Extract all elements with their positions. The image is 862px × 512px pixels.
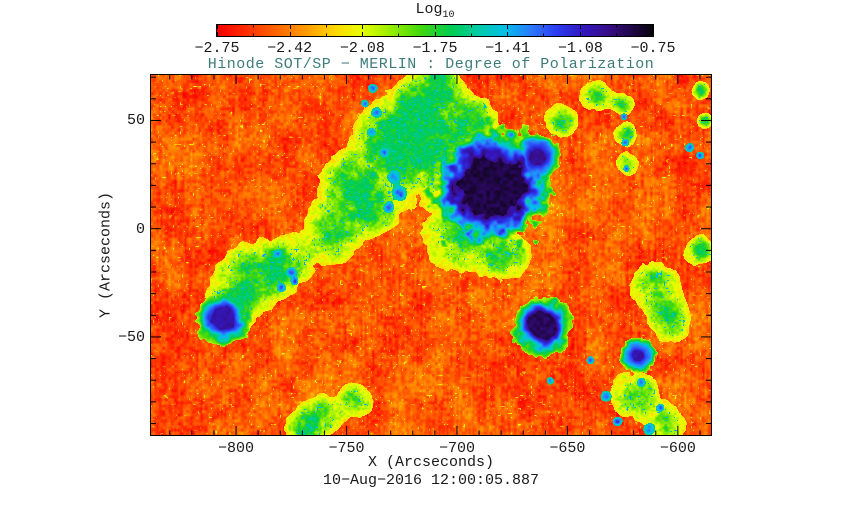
x-axis-tick-label: −800 bbox=[218, 440, 255, 457]
y-axis-tick-label: 50 bbox=[126, 112, 145, 130]
x-axis-label: X (Arcseconds) bbox=[367, 454, 495, 471]
colorbar-tick-label: −1.75 bbox=[412, 40, 458, 57]
x-axis-tick-label: −600 bbox=[659, 440, 696, 457]
colorbar-tick-label: −2.75 bbox=[194, 40, 240, 57]
colorbar-title: Log10 bbox=[135, 2, 735, 21]
timestamp: 10−Aug−2016 12:00:05.887 bbox=[322, 472, 540, 489]
y-axis-tick-label: 0 bbox=[135, 220, 145, 238]
plot-title: Hinode SOT/SP − MERLIN : Degree of Polar… bbox=[207, 56, 655, 73]
colorbar-label-subscript: 10 bbox=[442, 10, 455, 21]
x-axis-tick-label: −650 bbox=[549, 440, 586, 457]
y-axis-label: Y (Arcseconds) bbox=[97, 191, 115, 319]
x-axis-tick-label: −700 bbox=[438, 440, 475, 457]
y-axis-tick-label: −50 bbox=[117, 328, 145, 346]
colorbar-canvas bbox=[216, 24, 654, 38]
colorbar-label: Log bbox=[415, 1, 443, 18]
x-axis-tick-label: −750 bbox=[328, 440, 365, 457]
colorbar-tick-label: −1.08 bbox=[557, 40, 603, 57]
heatmap-canvas bbox=[151, 75, 711, 435]
colorbar-tick-label: −0.75 bbox=[630, 40, 676, 57]
colorbar-tick-label: −2.08 bbox=[339, 40, 385, 57]
colorbar-tick-label: −2.42 bbox=[267, 40, 313, 57]
colorbar-tick-label: −1.41 bbox=[485, 40, 531, 57]
